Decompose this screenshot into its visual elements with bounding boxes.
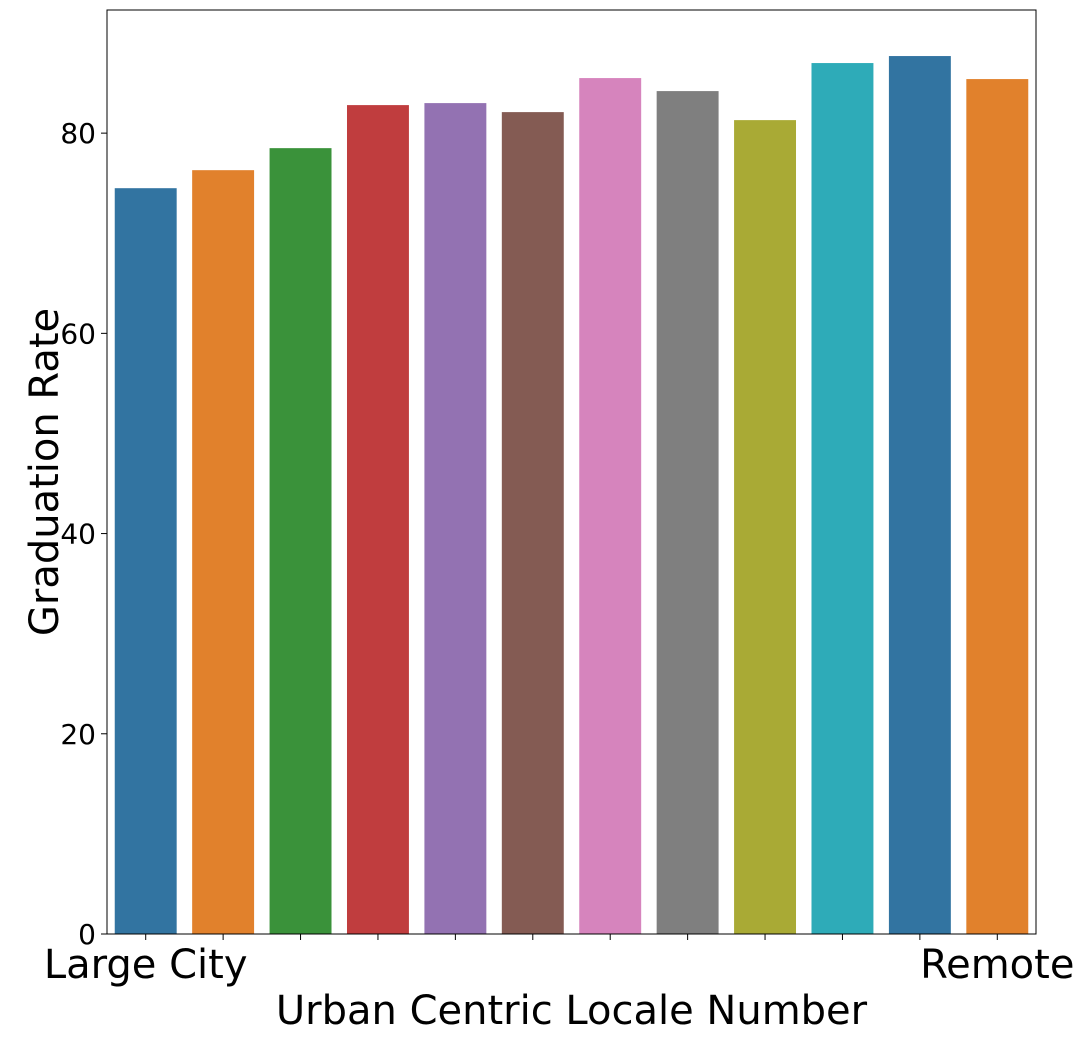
x-tick-label: Large City (44, 942, 248, 988)
y-tick-label: 60 (60, 317, 96, 350)
y-tick-label: 20 (60, 718, 96, 751)
bar (966, 79, 1029, 934)
y-tick-label: 40 (60, 518, 96, 551)
bar (656, 91, 719, 934)
bar (501, 112, 564, 934)
y-axis: 0 20 40 60 80 (60, 117, 107, 951)
y-axis-label: Graduation Rate (22, 308, 68, 636)
y-tick-label: 80 (60, 117, 96, 150)
bar (114, 188, 177, 934)
bar (269, 148, 332, 934)
x-tick-label: Remote (920, 942, 1074, 988)
bar (888, 56, 951, 934)
bar (734, 120, 797, 934)
x-axis: Large City Remote (44, 934, 1074, 988)
x-axis-label: Urban Centric Locale Number (276, 988, 868, 1034)
bar (579, 78, 642, 934)
bars-group (114, 56, 1029, 935)
y-tick-label: 0 (78, 918, 96, 951)
bar (346, 105, 409, 935)
bar (424, 103, 487, 934)
plot-frame (106, 9, 1037, 935)
bar (192, 170, 255, 935)
bar (811, 63, 874, 934)
